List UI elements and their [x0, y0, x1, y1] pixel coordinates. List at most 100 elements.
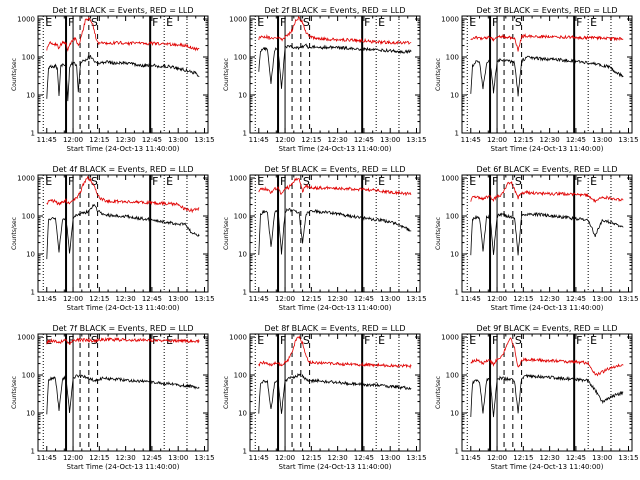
x-tick-label: 12:30	[540, 454, 560, 462]
marker-label-E: E	[469, 175, 476, 188]
marker-label-F: F	[364, 175, 370, 188]
marker-label-F: F	[152, 175, 158, 188]
x-tick-label: 12:45	[354, 136, 374, 144]
x-tick-label: 12:30	[116, 136, 136, 144]
x-tick-label: 12:30	[540, 136, 560, 144]
plot-frame	[249, 333, 421, 452]
marker-label-E: E	[45, 16, 52, 29]
x-axis-title: Start Time (24-Oct-13 11:40:00)	[67, 463, 180, 471]
plot-frame	[461, 15, 633, 134]
series-lld	[470, 33, 624, 52]
x-tick-label: 13:15	[618, 295, 638, 303]
marker-label-F: F	[68, 334, 74, 347]
plot-frame	[37, 15, 209, 134]
panel-det-1: Det 1f BLACK = Events, RED = LLD 1 10 100 10…	[11, 6, 215, 153]
x-axis-title: Start Time (24-Oct-13 11:40:00)	[67, 145, 180, 153]
y-tick-label: 1	[243, 289, 247, 297]
marker-label-E: E	[378, 16, 385, 29]
series-lld	[258, 177, 412, 197]
x-tick-label: 12:45	[566, 295, 586, 303]
y-tick-label: 1000	[229, 16, 247, 24]
x-tick-label: 12:15	[89, 136, 109, 144]
x-tick-label: 12:45	[142, 136, 162, 144]
x-axis-title: Start Time (24-Oct-13 11:40:00)	[67, 304, 180, 312]
x-tick-label: 12:15	[89, 454, 109, 462]
marker-label-E: E	[469, 16, 476, 29]
y-axis-title: Counts/sec	[435, 58, 442, 91]
x-axis-title: Start Time (24-Oct-13 11:40:00)	[279, 463, 392, 471]
marker-label-E: E	[257, 175, 264, 188]
marker-label-F: F	[152, 16, 158, 29]
panel-title: Det 4f BLACK = Events, RED = LLD	[52, 165, 193, 174]
y-tick-label: 100	[22, 372, 35, 380]
series-events	[258, 43, 412, 89]
x-axis-title: Start Time (24-Oct-13 11:40:00)	[491, 463, 604, 471]
x-tick-label: 13:00	[592, 136, 612, 144]
x-tick-label: 12:15	[513, 295, 533, 303]
marker-label-S: S	[515, 16, 522, 29]
x-tick-label: 11:45	[249, 295, 269, 303]
y-tick-label: 1000	[17, 175, 35, 183]
series-events	[470, 55, 624, 97]
x-tick-label: 13:15	[406, 136, 426, 144]
x-tick-label: 12:00	[487, 136, 507, 144]
y-tick-label: 10	[26, 251, 35, 259]
marker-label-E: E	[378, 334, 385, 347]
y-axis-title: Counts/sec	[435, 376, 442, 409]
x-tick-label: 11:45	[461, 295, 481, 303]
y-tick-label: 10	[238, 251, 247, 259]
y-tick-label: 1	[31, 448, 35, 456]
series-events	[470, 373, 624, 418]
x-tick-label: 12:45	[142, 454, 162, 462]
x-tick-label: 12:45	[566, 454, 586, 462]
y-tick-label: 10	[450, 92, 459, 100]
y-axis-title: Counts/sec	[11, 217, 18, 250]
x-tick-label: 13:15	[194, 454, 214, 462]
y-tick-label: 10	[238, 92, 247, 100]
panel-det-4: Det 4f BLACK = Events, RED = LLD 1 10 100 10…	[11, 165, 215, 312]
y-axis-title: Counts/sec	[11, 58, 18, 91]
x-tick-label: 11:45	[37, 454, 57, 462]
x-tick-label: 12:30	[116, 454, 136, 462]
marker-label-E: E	[45, 175, 52, 188]
panel-title: Det 8f BLACK = Events, RED = LLD	[264, 324, 405, 333]
panel-title: Det 9f BLACK = Events, RED = LLD	[476, 324, 617, 333]
series-events	[46, 54, 200, 102]
marker-label-E: E	[378, 175, 385, 188]
y-tick-label: 100	[446, 372, 459, 380]
series-events	[46, 203, 200, 260]
marker-label-F: F	[280, 16, 286, 29]
plot-frame	[37, 174, 209, 293]
plot-frame	[249, 174, 421, 293]
series-lld	[46, 336, 200, 345]
x-tick-label: 12:00	[63, 454, 83, 462]
x-tick-label: 11:45	[249, 136, 269, 144]
x-tick-label: 12:30	[540, 295, 560, 303]
y-tick-label: 100	[22, 54, 35, 62]
x-tick-label: 12:00	[487, 295, 507, 303]
y-axis-title: Counts/sec	[223, 376, 230, 409]
marker-label-S: S	[91, 16, 98, 29]
marker-label-F: F	[68, 16, 74, 29]
marker-label-F: F	[280, 175, 286, 188]
series-lld	[46, 175, 200, 214]
marker-label-F: F	[492, 16, 498, 29]
series-lld	[258, 16, 412, 46]
x-tick-label: 12:00	[63, 295, 83, 303]
marker-label-S: S	[515, 175, 522, 188]
y-tick-label: 1	[455, 448, 459, 456]
marker-label-S: S	[91, 175, 98, 188]
panel-det-2: Det 2f BLACK = Events, RED = LLD 1 10 100 10…	[223, 6, 427, 153]
series-lld	[258, 335, 412, 369]
y-axis-title: Counts/sec	[11, 376, 18, 409]
panel-det-6: Det 6f BLACK = Events, RED = LLD 1 10 100 10…	[435, 165, 639, 312]
x-tick-label: 13:15	[406, 454, 426, 462]
marker-label-F: F	[68, 175, 74, 188]
y-tick-label: 10	[238, 410, 247, 418]
marker-label-S: S	[515, 334, 522, 347]
y-tick-label: 1	[31, 130, 35, 138]
marker-label-E: E	[166, 16, 173, 29]
y-tick-label: 100	[446, 54, 459, 62]
marker-label-S: S	[303, 16, 310, 29]
marker-label-F: F	[576, 175, 582, 188]
